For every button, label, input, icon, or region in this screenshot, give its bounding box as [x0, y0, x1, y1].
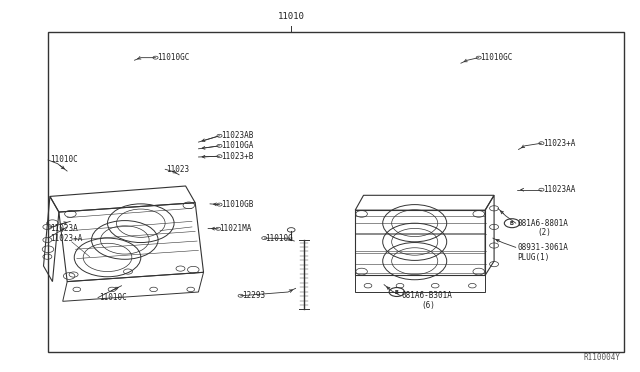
- Text: 11023AA: 11023AA: [543, 185, 575, 194]
- Text: B: B: [510, 221, 514, 226]
- Text: B: B: [395, 289, 399, 295]
- Text: 11010GA: 11010GA: [221, 141, 253, 150]
- Text: 081A6-8801A: 081A6-8801A: [517, 219, 568, 228]
- Text: R110004Y: R110004Y: [584, 353, 621, 362]
- Text: 11010: 11010: [278, 12, 305, 21]
- Text: 11021MA: 11021MA: [220, 224, 252, 233]
- Text: (6): (6): [421, 301, 435, 310]
- Text: 12293: 12293: [242, 291, 265, 300]
- Bar: [48, 32, 624, 352]
- Text: (2): (2): [538, 228, 552, 237]
- Text: 11023: 11023: [166, 165, 189, 174]
- Text: 11023+B: 11023+B: [221, 152, 253, 161]
- Text: 11010C: 11010C: [99, 293, 127, 302]
- Text: 11010GC: 11010GC: [157, 53, 189, 62]
- Text: 08931-3061A: 08931-3061A: [517, 243, 568, 252]
- Text: 11010GC: 11010GC: [480, 53, 513, 62]
- Text: 11010C: 11010C: [50, 155, 77, 164]
- Text: 11010GB: 11010GB: [221, 200, 253, 209]
- Text: 11023AB: 11023AB: [221, 131, 253, 140]
- Text: 081A6-B301A: 081A6-B301A: [402, 291, 452, 300]
- Text: PLUG(1): PLUG(1): [517, 253, 550, 262]
- Text: 11010G: 11010G: [266, 234, 293, 243]
- Text: 11023A: 11023A: [50, 224, 77, 233]
- Text: 11023+A: 11023+A: [50, 234, 83, 243]
- Text: 11023+A: 11023+A: [543, 139, 575, 148]
